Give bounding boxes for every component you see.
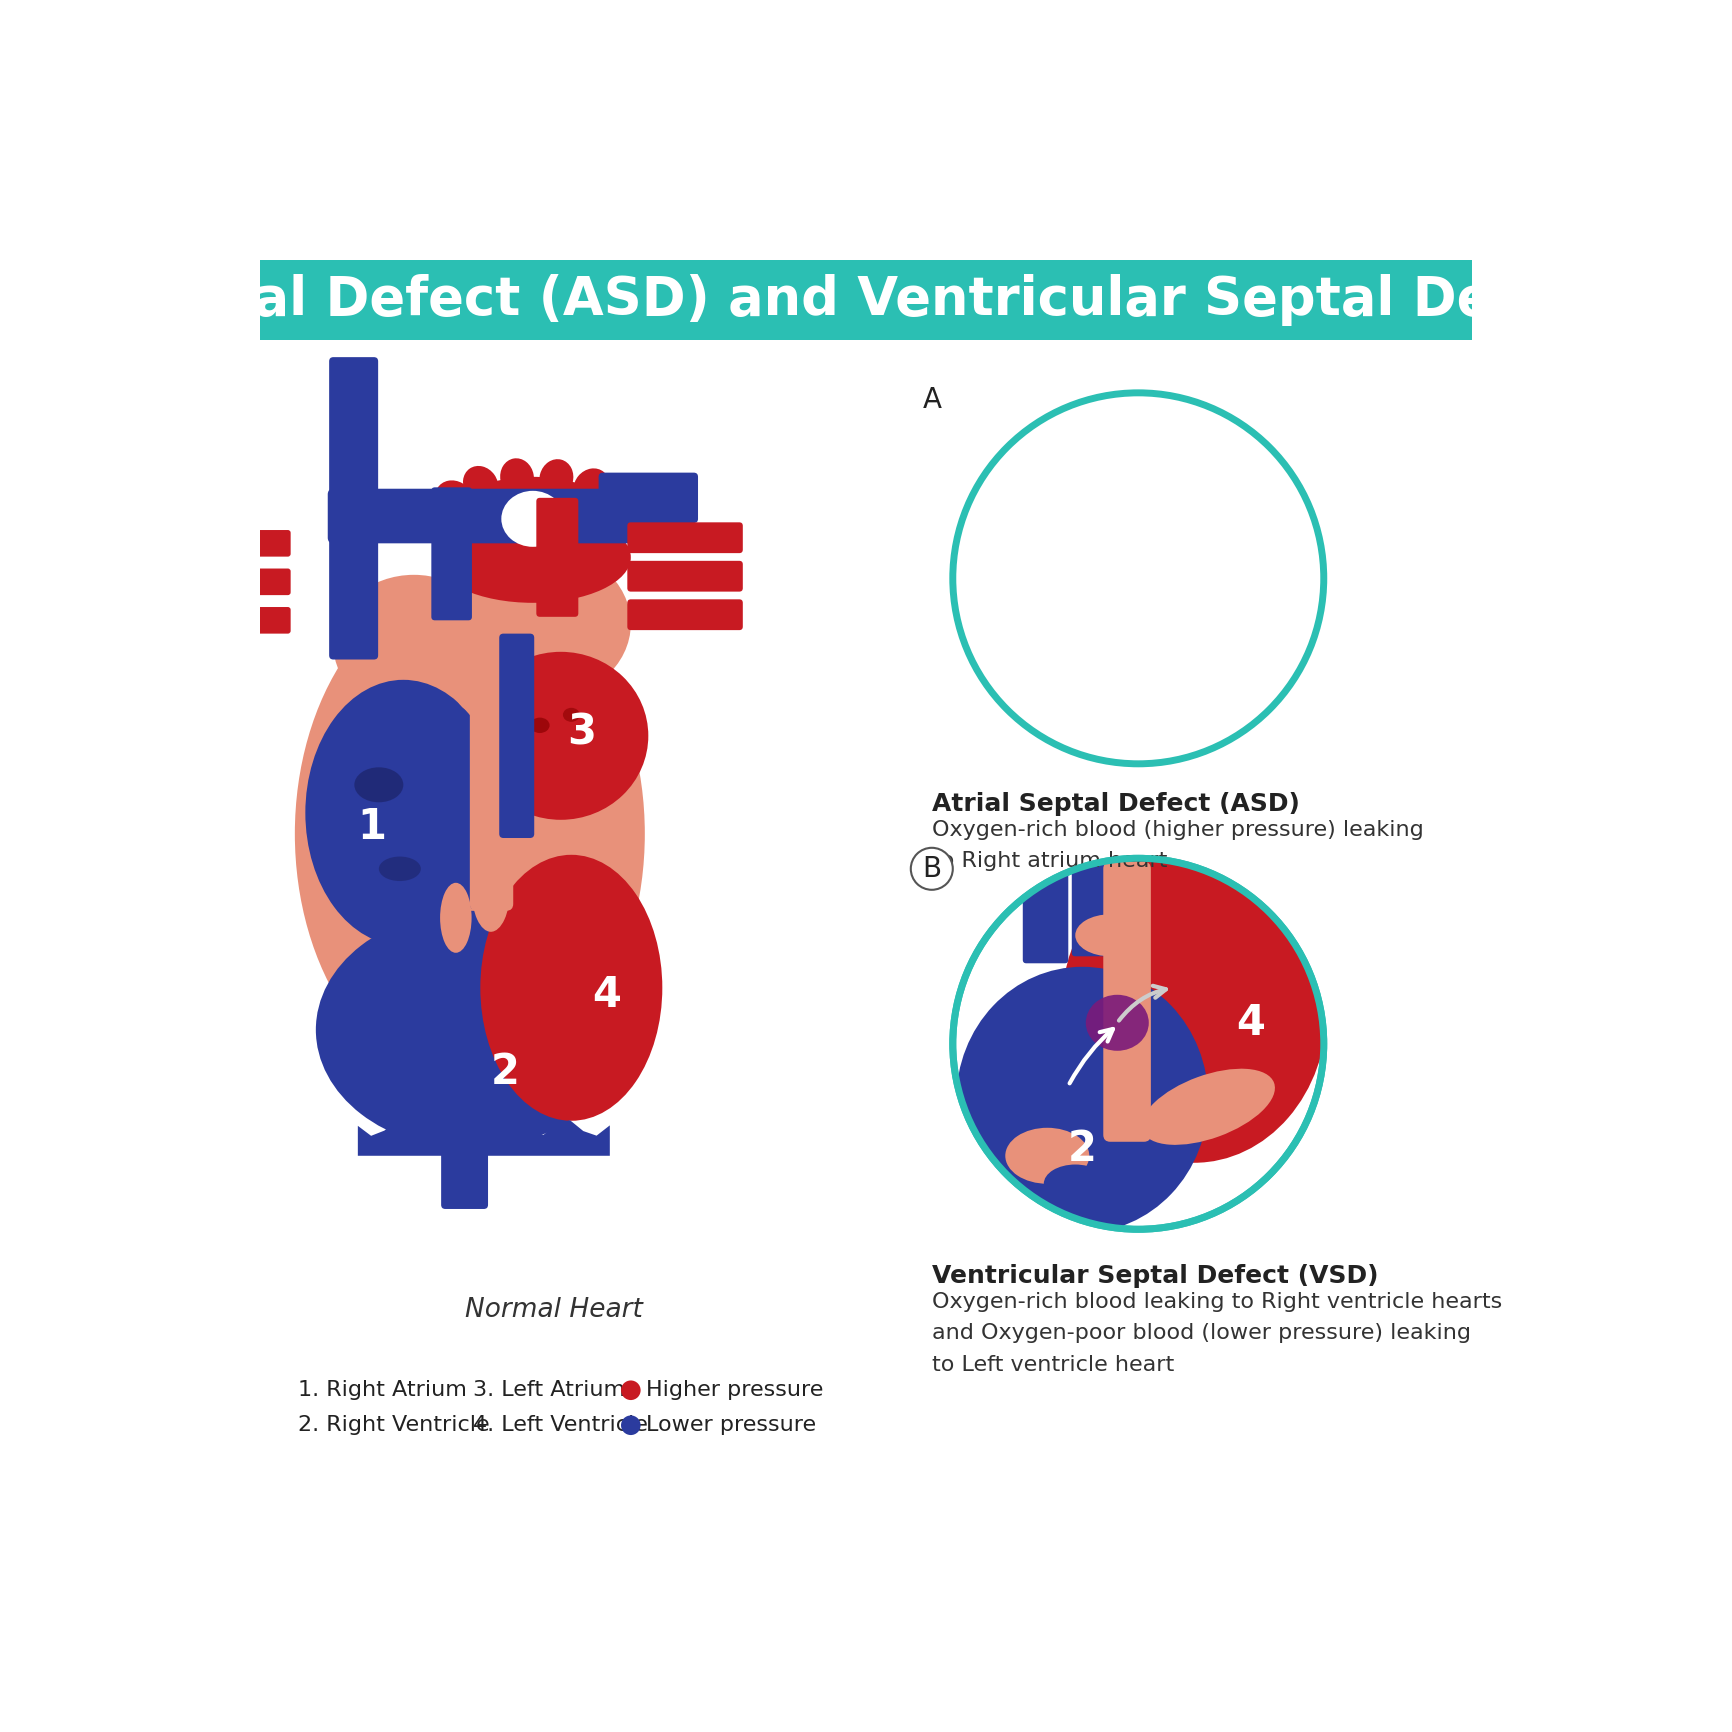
Ellipse shape bbox=[1122, 563, 1174, 608]
FancyBboxPatch shape bbox=[537, 497, 578, 617]
Ellipse shape bbox=[530, 717, 549, 733]
Ellipse shape bbox=[435, 513, 630, 603]
Ellipse shape bbox=[977, 410, 1131, 606]
FancyBboxPatch shape bbox=[1088, 381, 1114, 454]
Ellipse shape bbox=[305, 681, 501, 946]
Text: 4: 4 bbox=[1237, 1001, 1264, 1044]
Ellipse shape bbox=[1141, 1069, 1275, 1145]
FancyBboxPatch shape bbox=[1024, 843, 1069, 963]
FancyBboxPatch shape bbox=[1065, 379, 1115, 513]
Ellipse shape bbox=[294, 582, 644, 1086]
Ellipse shape bbox=[449, 476, 617, 561]
Ellipse shape bbox=[1086, 994, 1148, 1051]
Text: 2: 2 bbox=[490, 1051, 520, 1093]
Circle shape bbox=[911, 847, 953, 890]
Ellipse shape bbox=[471, 847, 511, 932]
Ellipse shape bbox=[456, 672, 513, 715]
Text: Atrial Septal Defect (ASD): Atrial Septal Defect (ASD) bbox=[932, 792, 1299, 816]
Text: 2. Right Ventricle: 2. Right Ventricle bbox=[298, 1415, 490, 1436]
FancyBboxPatch shape bbox=[442, 1124, 488, 1209]
Text: Ventricular Septal Defect (VSD): Ventricular Septal Defect (VSD) bbox=[932, 1264, 1379, 1289]
Ellipse shape bbox=[333, 575, 494, 715]
Ellipse shape bbox=[956, 966, 1209, 1233]
Circle shape bbox=[911, 379, 953, 421]
Ellipse shape bbox=[473, 651, 648, 819]
FancyBboxPatch shape bbox=[1252, 433, 1318, 724]
Circle shape bbox=[622, 1415, 641, 1436]
Ellipse shape bbox=[1044, 1164, 1107, 1204]
Ellipse shape bbox=[1103, 449, 1166, 490]
Ellipse shape bbox=[1124, 833, 1264, 904]
Ellipse shape bbox=[315, 911, 624, 1148]
Ellipse shape bbox=[563, 708, 580, 722]
FancyBboxPatch shape bbox=[215, 530, 291, 556]
Polygon shape bbox=[359, 1121, 610, 1155]
Text: 2: 2 bbox=[1069, 1128, 1096, 1169]
Ellipse shape bbox=[355, 767, 404, 802]
FancyBboxPatch shape bbox=[499, 634, 533, 838]
FancyBboxPatch shape bbox=[431, 487, 471, 620]
Ellipse shape bbox=[440, 883, 471, 953]
Ellipse shape bbox=[1062, 856, 1327, 1162]
FancyBboxPatch shape bbox=[327, 488, 639, 544]
FancyBboxPatch shape bbox=[627, 599, 743, 630]
Ellipse shape bbox=[1076, 914, 1145, 956]
Text: Lower pressure: Lower pressure bbox=[646, 1415, 816, 1436]
FancyBboxPatch shape bbox=[329, 357, 378, 660]
Ellipse shape bbox=[480, 856, 662, 1121]
FancyBboxPatch shape bbox=[1148, 379, 1205, 483]
Ellipse shape bbox=[379, 857, 421, 882]
FancyBboxPatch shape bbox=[944, 447, 1046, 639]
FancyBboxPatch shape bbox=[215, 606, 291, 634]
FancyBboxPatch shape bbox=[599, 473, 698, 523]
Text: 1. Right Atrium: 1. Right Atrium bbox=[298, 1380, 468, 1399]
Ellipse shape bbox=[1103, 369, 1244, 507]
FancyBboxPatch shape bbox=[469, 630, 513, 911]
Ellipse shape bbox=[501, 459, 533, 497]
Ellipse shape bbox=[462, 466, 499, 502]
Circle shape bbox=[622, 1380, 641, 1399]
Ellipse shape bbox=[573, 468, 610, 506]
Text: 3. Left Atrium: 3. Left Atrium bbox=[473, 1380, 625, 1399]
Ellipse shape bbox=[963, 417, 1230, 781]
Ellipse shape bbox=[596, 483, 634, 518]
Text: Normal Heart: Normal Heart bbox=[464, 1297, 643, 1323]
Text: 1: 1 bbox=[1069, 648, 1096, 691]
Text: B: B bbox=[921, 856, 942, 883]
FancyBboxPatch shape bbox=[1110, 383, 1159, 705]
Ellipse shape bbox=[449, 547, 630, 701]
FancyBboxPatch shape bbox=[1103, 863, 1150, 1141]
Ellipse shape bbox=[1247, 662, 1296, 691]
Circle shape bbox=[953, 859, 1323, 1230]
Ellipse shape bbox=[435, 480, 473, 516]
Ellipse shape bbox=[1005, 1128, 1089, 1183]
Ellipse shape bbox=[1240, 575, 1302, 610]
Ellipse shape bbox=[501, 490, 565, 547]
Text: 1: 1 bbox=[357, 805, 386, 847]
Text: 4: 4 bbox=[592, 973, 620, 1015]
Text: 4. Left Ventricle: 4. Left Ventricle bbox=[473, 1415, 648, 1436]
Text: 3: 3 bbox=[568, 712, 596, 753]
Ellipse shape bbox=[1055, 592, 1110, 634]
FancyBboxPatch shape bbox=[627, 561, 743, 592]
Ellipse shape bbox=[1152, 544, 1209, 655]
Ellipse shape bbox=[539, 459, 573, 497]
Text: Atrial Septal Defect (ASD) and Ventricular Septal Defect (VSD): Atrial Septal Defect (ASD) and Ventricul… bbox=[0, 274, 1732, 326]
Ellipse shape bbox=[1124, 404, 1334, 740]
FancyBboxPatch shape bbox=[260, 260, 1472, 341]
FancyBboxPatch shape bbox=[1072, 852, 1114, 956]
Circle shape bbox=[953, 393, 1323, 764]
Ellipse shape bbox=[1244, 618, 1299, 650]
Text: Higher pressure: Higher pressure bbox=[646, 1380, 824, 1399]
FancyBboxPatch shape bbox=[627, 523, 743, 553]
Text: Oxygen-rich blood leaking to Right ventricle hearts
and Oxygen-poor blood (lower: Oxygen-rich blood leaking to Right ventr… bbox=[932, 1292, 1502, 1375]
Text: A: A bbox=[923, 386, 940, 414]
Text: Oxygen-rich blood (higher pressure) leaking
to Right atrium heart: Oxygen-rich blood (higher pressure) leak… bbox=[932, 819, 1424, 871]
Polygon shape bbox=[435, 1065, 504, 1134]
FancyBboxPatch shape bbox=[215, 568, 291, 596]
